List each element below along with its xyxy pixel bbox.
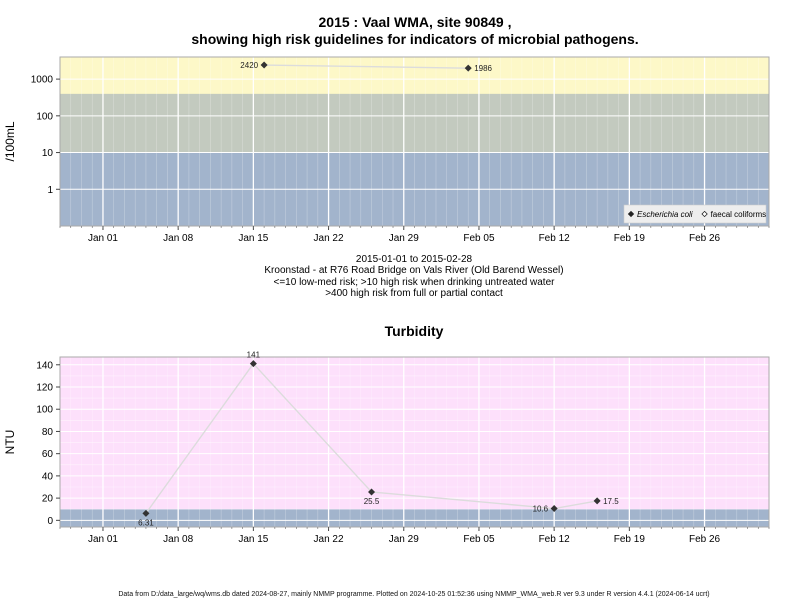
data-label: 17.5 xyxy=(603,497,619,506)
legend-label: Escherichia coli xyxy=(637,210,693,219)
x-tick-label: Feb 19 xyxy=(614,534,646,545)
x-tick-label: Feb 19 xyxy=(614,233,646,244)
y-tick-label: 10 xyxy=(42,148,54,159)
data-point xyxy=(249,360,257,368)
legend-box xyxy=(623,204,767,224)
figure-title-line2: showing high risk guidelines for indicat… xyxy=(191,31,638,47)
y-tick-label: 100 xyxy=(36,405,53,416)
guideline-text-1: <=10 low-med risk; >10 high risk when dr… xyxy=(274,277,556,288)
y-tick-label: 1 xyxy=(47,185,53,196)
x-tick-label: Jan 08 xyxy=(163,534,193,545)
x-tick-label: Jan 15 xyxy=(238,233,268,244)
data-point xyxy=(368,488,376,496)
legend-label: faecal coliforms xyxy=(711,210,767,219)
x-tick-label: Feb 05 xyxy=(463,534,495,545)
y-tick-label: 1000 xyxy=(31,75,54,86)
data-point xyxy=(260,61,268,69)
site-description-text: Kroonstad - at R76 Road Bridge on Vals R… xyxy=(264,265,563,276)
y-tick-label: 120 xyxy=(36,383,53,394)
data-label: 6.31 xyxy=(138,518,154,527)
x-tick-label: Jan 01 xyxy=(88,233,118,244)
y-tick-label: 140 xyxy=(36,360,53,371)
x-tick-label: Jan 29 xyxy=(389,233,419,244)
y-tick-label: 100 xyxy=(36,111,53,122)
turbidity-panel: 0 20 40 60 80 100 120 140 Jan 01 Jan 08 Jan 15 Jan … xyxy=(3,351,770,545)
y-axis-label: /100mL xyxy=(3,121,17,161)
ecoli-panel: 1 10 100 1000 Jan 01 Jan 08 Jan 15 Jan 22 Jan 29… xyxy=(3,56,770,244)
footer-text: Data from D:/data_large/wq/wms.db dated … xyxy=(118,591,709,598)
data-point xyxy=(464,64,472,72)
data-point xyxy=(593,497,601,505)
x-tick-label: Jan 15 xyxy=(238,534,268,545)
x-tick-label: Feb 05 xyxy=(463,233,495,244)
data-label: 25.5 xyxy=(364,497,380,506)
y-tick-label: 20 xyxy=(42,494,54,505)
x-tick-label: Feb 26 xyxy=(689,233,721,244)
x-tick-label: Feb 26 xyxy=(689,534,721,545)
date-range-text: 2015-01-01 to 2015-02-28 xyxy=(356,254,473,265)
x-tick-label: Jan 01 xyxy=(88,534,118,545)
x-tick-label: Feb 12 xyxy=(539,233,571,244)
x-tick-label: Jan 08 xyxy=(163,233,193,244)
data-point xyxy=(550,505,558,513)
data-label: 1986 xyxy=(474,64,492,73)
series-line xyxy=(264,64,469,69)
data-label: 141 xyxy=(247,351,261,360)
legend-marker xyxy=(701,210,708,218)
figure-title-line1: 2015 : Vaal WMA, site 90849 , xyxy=(319,14,512,30)
data-point xyxy=(142,509,150,517)
x-tick-label: Feb 12 xyxy=(539,534,571,545)
y-tick-label: 0 xyxy=(47,516,53,527)
y-axis-label: NTU xyxy=(3,430,17,455)
x-tick-label: Jan 22 xyxy=(314,233,344,244)
y-tick-label: 60 xyxy=(42,449,54,460)
risk-band xyxy=(60,509,769,527)
data-label: 2420 xyxy=(240,61,258,70)
guideline-text-2: >400 high risk from full or partial cont… xyxy=(325,288,503,299)
x-tick-label: Jan 29 xyxy=(389,534,419,545)
legend-marker xyxy=(627,210,635,218)
y-tick-label: 40 xyxy=(42,471,54,482)
data-label: 10.6 xyxy=(533,505,549,514)
y-tick-label: 80 xyxy=(42,427,54,438)
legend: Escherichia coli faecal coliforms xyxy=(623,204,767,224)
turbidity-title: Turbidity xyxy=(385,323,444,339)
x-tick-label: Jan 22 xyxy=(314,534,344,545)
